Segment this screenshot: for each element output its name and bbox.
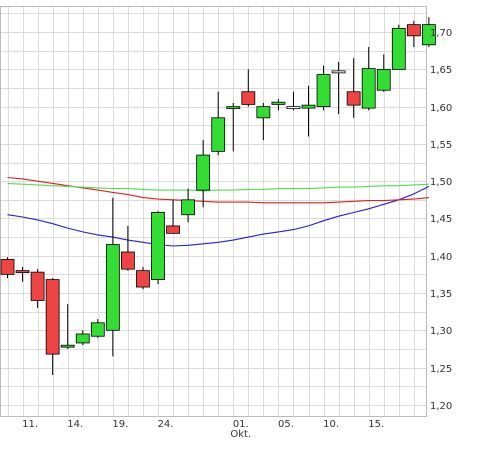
candle-body (331, 70, 346, 74)
candle-body (286, 106, 301, 110)
candle (271, 99, 286, 111)
candle (286, 91, 301, 111)
y-tick-label: 1,60 (430, 103, 452, 114)
candle-body (376, 68, 391, 91)
y-tick-label: 1,25 (430, 364, 452, 375)
candle (361, 47, 376, 111)
moving-average-line-blue (7, 185, 430, 247)
candle (376, 54, 391, 92)
candle (75, 330, 90, 346)
x-tick-label: 01. (233, 419, 249, 430)
x-tick-label: 24. (158, 419, 174, 430)
candle (90, 319, 105, 338)
candle-body (15, 270, 30, 274)
candle (121, 225, 135, 271)
candle-body (226, 106, 241, 110)
y-tick-label: 1,70 (430, 28, 452, 39)
candle (406, 20, 421, 47)
x-tick-label: 14. (67, 419, 83, 430)
y-tick-label: 1,35 (430, 289, 452, 300)
candle-body (256, 106, 271, 119)
candle-body (361, 68, 376, 109)
y-tick-label: 1,20 (430, 401, 452, 412)
candle-body (391, 27, 406, 70)
candle (241, 69, 256, 107)
candle (391, 24, 406, 70)
candle (346, 58, 361, 118)
candle-body (346, 91, 361, 106)
y-tick-label: 1,65 (430, 65, 452, 76)
candle-body (0, 259, 15, 275)
y-tick-label: 1,50 (430, 177, 452, 188)
candle-body (271, 101, 286, 105)
candle (45, 278, 60, 375)
x-tick-label: 11. (22, 419, 38, 430)
candle (226, 102, 241, 152)
candle-body (316, 74, 331, 108)
y-tick-label: 1,45 (430, 214, 452, 225)
x-tick-label: 19. (112, 419, 128, 430)
candle-body (241, 91, 256, 105)
candle-body (151, 212, 165, 280)
candle (151, 211, 165, 285)
candle (166, 199, 180, 234)
candle (105, 197, 120, 357)
axes: 1,20 1,25 1,30 1,35 1,40 1,45 1,50 1,55 1,60 1,65… (22, 28, 452, 440)
candle (331, 61, 346, 115)
candle (15, 266, 30, 282)
plot-border (0, 6, 427, 417)
candle-body (211, 117, 226, 152)
candle (421, 17, 436, 47)
candle-body (301, 104, 316, 109)
candle-body (181, 199, 196, 216)
candles (0, 17, 436, 375)
candle (0, 257, 15, 279)
grid (0, 6, 427, 417)
moving-average-line-green (7, 182, 429, 192)
candle (301, 85, 316, 137)
candle (196, 140, 211, 208)
candle-body (406, 24, 421, 37)
x-tick-label: 15. (368, 419, 384, 430)
candle-body (196, 154, 211, 191)
x-tick-sublabel: Okt. (230, 429, 251, 440)
candle (181, 188, 196, 223)
candle-body (421, 24, 436, 46)
x-tick-label: 05. (278, 419, 294, 430)
candle-body (90, 322, 105, 337)
candle (256, 102, 271, 141)
candle-body (75, 333, 90, 344)
candle (136, 266, 150, 290)
candle (211, 91, 226, 156)
candle (30, 269, 45, 308)
y-tick-label: 1,40 (430, 252, 452, 263)
candle-body (166, 225, 180, 234)
y-tick-label: 1,30 (430, 326, 452, 337)
candle-body (30, 271, 45, 301)
moving-averages (7, 176, 430, 247)
candle (316, 65, 331, 111)
candle-body (121, 251, 135, 270)
x-tick-label: 10. (323, 419, 339, 430)
candle-body (60, 344, 75, 348)
candle-body (136, 270, 150, 288)
y-tick-label: 1,55 (430, 140, 452, 151)
candle-body (45, 279, 60, 355)
candle-body (105, 244, 120, 331)
candle (60, 304, 75, 349)
